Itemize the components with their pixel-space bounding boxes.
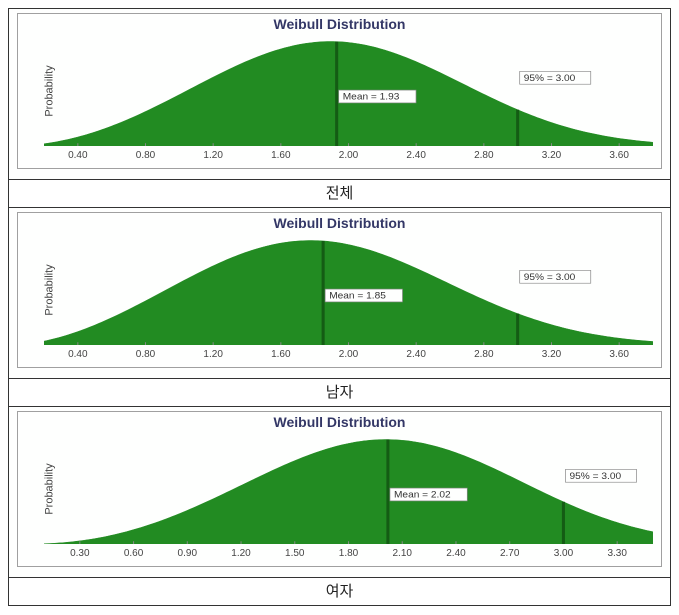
chart-box-1: Weibull Distribution Probability Mean = … xyxy=(17,212,662,368)
xtick: 2.10 xyxy=(393,548,412,559)
xtick: 3.20 xyxy=(542,349,561,360)
svg-text:95% = 3.00: 95% = 3.00 xyxy=(524,73,576,83)
xtick: 0.30 xyxy=(70,548,89,559)
xtick: 0.80 xyxy=(136,150,155,161)
chart-title-1: Weibull Distribution xyxy=(18,213,661,231)
chart-box-0: Weibull Distribution Probability Mean = … xyxy=(17,13,662,169)
chart-cell-2: Weibull Distribution Probability Mean = … xyxy=(9,407,671,578)
xtick: 3.00 xyxy=(554,548,573,559)
xtick: 2.00 xyxy=(339,150,358,161)
plot-svg-0: Mean = 1.93 95% = 3.00 xyxy=(44,36,653,146)
xtick: 3.60 xyxy=(609,150,628,161)
xtick: 3.30 xyxy=(607,548,626,559)
xtick: 1.60 xyxy=(271,349,290,360)
caption-2: 여자 xyxy=(9,578,671,606)
xtick: 2.00 xyxy=(339,349,358,360)
charts-table: Weibull Distribution Probability Mean = … xyxy=(8,8,671,606)
svg-text:95% = 3.00: 95% = 3.00 xyxy=(570,471,622,481)
xtick: 1.60 xyxy=(271,150,290,161)
xtick: 3.60 xyxy=(609,349,628,360)
xticks-2: 0.30 0.60 0.90 1.20 1.50 1.80 2.10 2.40 2.70 3.00… xyxy=(44,548,653,562)
xtick: 0.40 xyxy=(68,150,87,161)
plot-svg-1: Mean = 1.85 95% = 3.00 xyxy=(44,235,653,345)
chart-box-2: Weibull Distribution Probability Mean = … xyxy=(17,411,662,567)
xtick: 1.20 xyxy=(203,150,222,161)
svg-text:Mean = 1.85: Mean = 1.85 xyxy=(329,291,386,301)
xtick: 0.40 xyxy=(68,349,87,360)
plot-wrap-0: Mean = 1.93 95% = 3.00 xyxy=(44,36,653,146)
plot-wrap-1: Mean = 1.85 95% = 3.00 xyxy=(44,235,653,345)
xtick: 0.90 xyxy=(178,548,197,559)
xtick: 1.20 xyxy=(203,349,222,360)
plot-svg-2: Mean = 2.02 95% = 3.00 xyxy=(44,434,653,544)
xtick: 0.80 xyxy=(136,349,155,360)
xtick: 2.40 xyxy=(406,150,425,161)
xticks-0: 0.40 0.80 1.20 1.60 2.00 2.40 2.80 3.20 3.60 xyxy=(44,150,653,164)
svg-text:Mean = 1.93: Mean = 1.93 xyxy=(343,92,400,102)
xtick: 1.20 xyxy=(231,548,250,559)
xtick: 2.40 xyxy=(446,548,465,559)
caption-1: 남자 xyxy=(9,379,671,407)
xtick: 2.80 xyxy=(474,150,493,161)
plot-wrap-2: Mean = 2.02 95% = 3.00 xyxy=(44,434,653,544)
xtick: 2.70 xyxy=(500,548,519,559)
chart-title-0: Weibull Distribution xyxy=(18,14,661,32)
xtick: 2.80 xyxy=(474,349,493,360)
xtick: 1.80 xyxy=(339,548,358,559)
chart-title-2: Weibull Distribution xyxy=(18,412,661,430)
xtick: 2.40 xyxy=(406,349,425,360)
xtick: 0.60 xyxy=(124,548,143,559)
xtick: 1.50 xyxy=(285,548,304,559)
caption-0: 전체 xyxy=(9,180,671,208)
svg-text:Mean = 2.02: Mean = 2.02 xyxy=(394,490,451,500)
svg-text:95% = 3.00: 95% = 3.00 xyxy=(524,272,576,282)
chart-cell-1: Weibull Distribution Probability Mean = … xyxy=(9,208,671,379)
chart-cell-0: Weibull Distribution Probability Mean = … xyxy=(9,9,671,180)
xticks-1: 0.40 0.80 1.20 1.60 2.00 2.40 2.80 3.20 3.60 xyxy=(44,349,653,363)
xtick: 3.20 xyxy=(542,150,561,161)
